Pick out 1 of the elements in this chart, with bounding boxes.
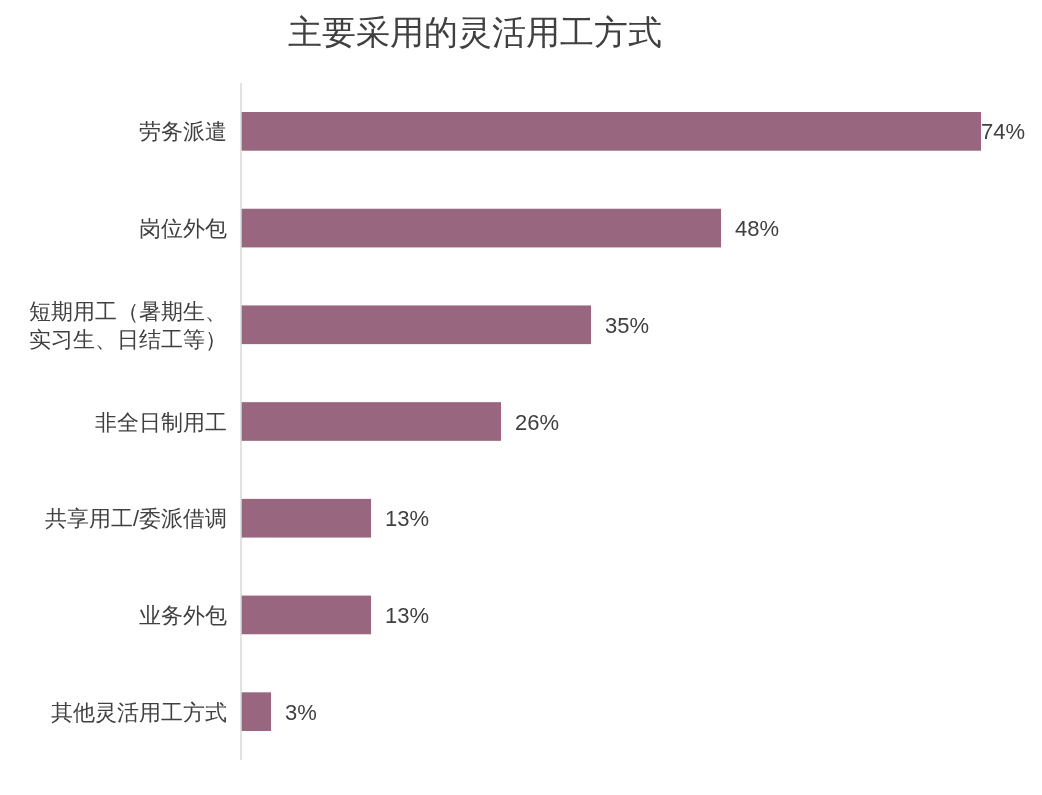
title: 主要采用的灵活用工方式 <box>288 13 662 51</box>
